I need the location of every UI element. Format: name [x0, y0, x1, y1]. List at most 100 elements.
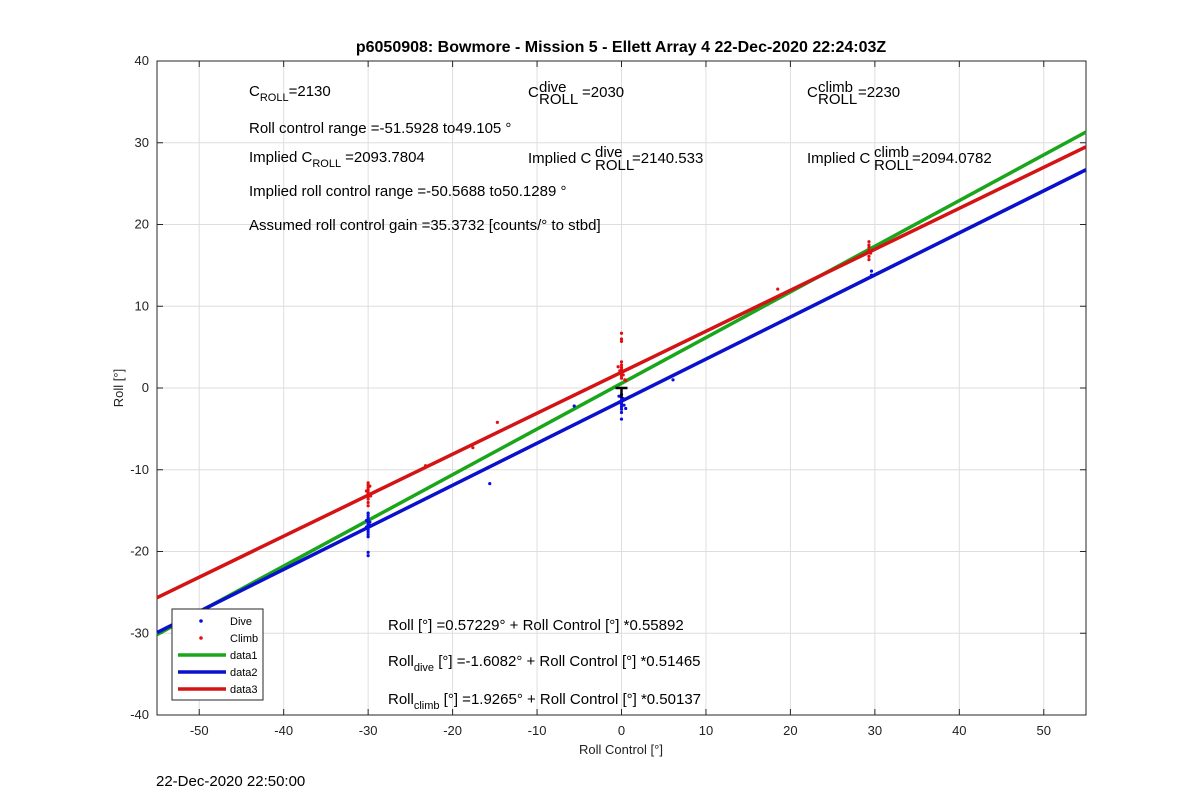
fit-dive-base: Roll: [388, 653, 414, 670]
point-climb: [867, 258, 871, 262]
point-climb: [366, 481, 370, 485]
point-dive: [366, 530, 370, 534]
x-tick-label: 20: [783, 723, 797, 738]
c-climb-annotation: C: [807, 84, 818, 101]
point-climb: [368, 484, 372, 488]
legend-label-dive: Dive: [230, 616, 252, 628]
point-climb: [619, 331, 624, 335]
point-dive: [869, 269, 874, 273]
point-dive: [366, 511, 370, 515]
x-tick-label: 30: [868, 723, 882, 738]
point-climb: [619, 337, 624, 341]
annotations: CROLL=2130 C dive ROLL =2030 C climb ROL…: [249, 79, 992, 712]
c-dive-sup: dive: [539, 79, 567, 96]
point-dive: [619, 407, 624, 411]
x-tick-label: 10: [699, 723, 713, 738]
point-climb: [867, 254, 871, 258]
point-dive: [368, 523, 372, 527]
implied-c-roll-sub: ROLL: [312, 158, 341, 170]
c-dive-base: C: [528, 84, 539, 101]
point-climb: [366, 495, 370, 499]
x-tick-label: -10: [528, 723, 547, 738]
point-climb: [869, 251, 873, 255]
y-tick-label: -10: [130, 462, 149, 477]
x-tick-label: -20: [443, 723, 462, 738]
point-dive: [618, 400, 622, 404]
fit-equation-dive: Rolldive [°] =-1.6082° + Roll Control [°…: [388, 653, 701, 674]
implied-climb-prefix: Implied C: [807, 150, 871, 167]
point-climb: [616, 365, 620, 369]
legend-marker-climb: [199, 636, 203, 640]
point-dive: [619, 417, 624, 421]
assumed-gain: Assumed roll control gain =35.3732 [coun…: [249, 217, 601, 234]
point-climb: [366, 500, 370, 505]
point-climb: [619, 339, 624, 344]
legend-items: Dive Climb data1 data2 data3: [178, 616, 258, 696]
point-dive: [368, 520, 372, 524]
point-climb: [621, 373, 625, 377]
implied-dive-value: =2140.533: [632, 150, 703, 167]
fit-dive-sub: dive: [414, 662, 434, 674]
y-tick-label: 0: [142, 380, 149, 395]
c-climb-sup: climb: [818, 79, 853, 96]
implied-c-roll-prefix: Implied C: [249, 149, 313, 166]
x-tick-label: -50: [190, 723, 209, 738]
legend-label-data3: data3: [230, 684, 258, 696]
axis-ticks: -50 -40 -30 -20 -10 0 10 20 30 40 50 -40 -30 -20 -10 0 1…: [130, 53, 1086, 738]
x-axis-label: Roll Control [°]: [579, 742, 663, 757]
c-climb-value: =2230: [858, 84, 900, 101]
c-climb-sub: ROLL: [818, 91, 857, 108]
y-tick-label: 30: [135, 135, 149, 150]
fit-climb-sub: climb: [414, 700, 440, 712]
point-dive: [869, 273, 874, 277]
implied-climb-value: =2094.0782: [912, 150, 992, 167]
point-dive: [366, 527, 370, 532]
point-climb: [366, 492, 370, 496]
fit-equation-overall: Roll [°] =0.57229° + Roll Control [°] *0…: [388, 617, 684, 634]
implied-dive-sup: dive: [595, 144, 623, 161]
chart-title: p6050908: Bowmore - Mission 5 - Ellett A…: [356, 39, 887, 56]
footer-timestamp: 22-Dec-2020 22:50:00: [156, 773, 306, 790]
x-tick-label: -40: [274, 723, 293, 738]
roll-control-range: Roll control range =-51.5928 to49.105 °: [249, 120, 511, 137]
c-dive-annotation: C: [528, 84, 539, 101]
implied-dive-prefix: Implied C: [528, 150, 592, 167]
fit-climb-base: Roll: [388, 691, 414, 708]
implied-range: Implied roll control range =-50.5688 to5…: [249, 183, 566, 200]
y-tick-label: -40: [130, 707, 149, 722]
point-dive: [619, 405, 624, 409]
point-climb: [776, 287, 780, 291]
point-climb: [364, 489, 369, 493]
point-climb: [618, 369, 622, 373]
y-tick-label: -30: [130, 625, 149, 640]
y-tick-label: 10: [135, 298, 149, 313]
point-climb: [619, 360, 624, 364]
point-dive: [364, 525, 369, 529]
implied-climb-sup: climb: [874, 144, 909, 161]
fit-equation-climb: Rollclimb [°] =1.9265° + Roll Control [°…: [388, 691, 701, 712]
fit-line-data1: [156, 130, 1087, 637]
point-climb: [867, 243, 871, 247]
point-dive: [364, 518, 369, 523]
point-dive: [622, 403, 626, 407]
point-climb: [366, 504, 370, 508]
point-dive: [366, 553, 370, 558]
fit-climb-rest: [°] =1.9265° + Roll Control [°] *0.50137: [440, 691, 702, 708]
point-dive: [671, 378, 675, 382]
x-tick-label: 40: [952, 723, 966, 738]
c-dive-value: =2030: [582, 84, 624, 101]
legend-label-climb: Climb: [230, 633, 258, 645]
point-climb: [619, 365, 624, 370]
implied-climb-sub: ROLL: [874, 157, 913, 174]
point-dive: [366, 532, 370, 536]
y-tick-label: 20: [135, 217, 149, 232]
c-roll-base: C: [249, 83, 260, 100]
point-climb: [423, 464, 428, 468]
legend-label-data1: data1: [230, 650, 258, 662]
point-climb: [471, 446, 475, 450]
c-roll-value: =2130: [289, 83, 331, 100]
point-climb: [619, 363, 624, 367]
legend-marker-dive: [199, 619, 203, 623]
c-climb-base: C: [807, 84, 818, 101]
